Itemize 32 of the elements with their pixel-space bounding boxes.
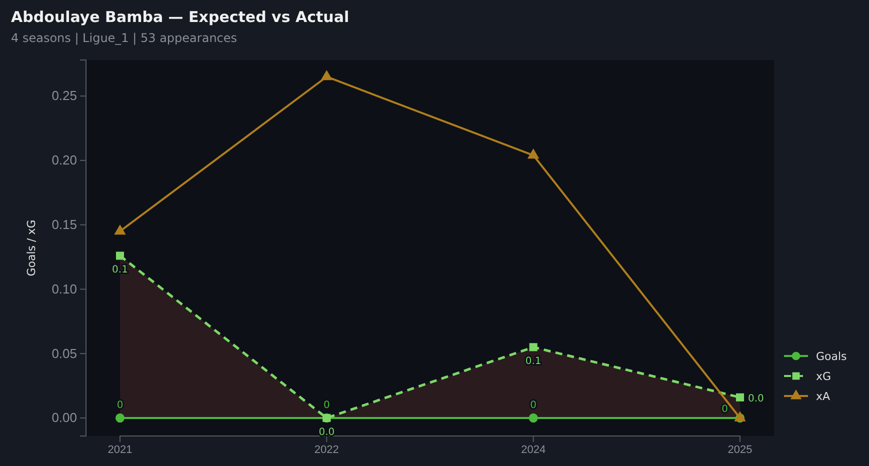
data-label: 0.1 <box>112 264 128 276</box>
y-tick-label: 0.15 <box>52 216 77 232</box>
x-tick-label: 2022 <box>314 444 339 456</box>
x-tick-label: 2021 <box>108 444 132 456</box>
y-tick-label: 0.10 <box>52 281 77 296</box>
data-label: 0 <box>530 400 537 411</box>
y-tick-label: 0.20 <box>52 152 77 168</box>
point <box>528 413 538 423</box>
legend-label: Goals <box>816 350 848 363</box>
chart-title: Abdoulaye Bamba — Expected vs Actual <box>11 8 350 26</box>
chart-subtitle: 4 seasons | Ligue_1 | 53 appearances <box>11 31 238 45</box>
data-label: 0 <box>722 404 728 415</box>
point <box>527 148 540 159</box>
data-label: 0 <box>116 400 124 411</box>
y-tick-label: 0.05 <box>52 346 77 361</box>
x-tick-label: 2024 <box>521 444 546 456</box>
data-label: 0.0 <box>748 393 764 404</box>
point <box>114 224 126 235</box>
y-tick-label: 0.25 <box>52 88 77 104</box>
x-tick-label: 2025 <box>728 444 752 456</box>
data-label: 0 <box>323 400 330 411</box>
point <box>116 252 124 260</box>
data-label: 0.1 <box>525 356 542 368</box>
point <box>736 393 744 402</box>
legend-label: xG <box>816 370 832 383</box>
point <box>320 70 333 80</box>
y-tick-label: 0.00 <box>52 410 77 426</box>
legend-label: xA <box>816 390 831 403</box>
point <box>115 413 125 423</box>
point <box>529 343 538 352</box>
data-label: 0.0 <box>318 426 335 438</box>
y-axis-title: Goals / xG <box>25 220 38 276</box>
